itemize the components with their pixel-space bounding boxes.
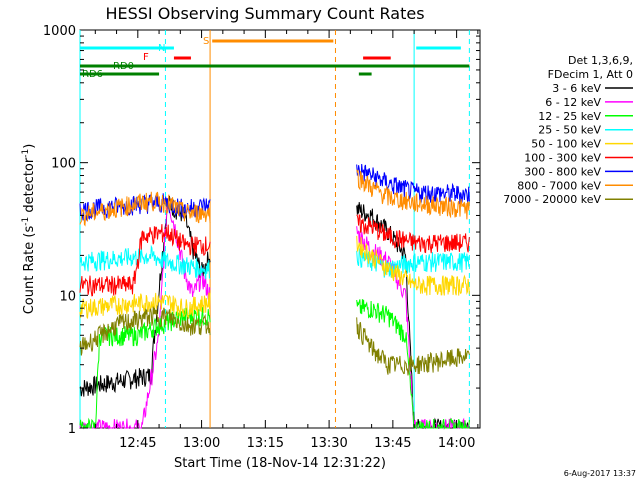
time-markers bbox=[79, 30, 470, 428]
legend-entry-label: 12 - 25 keV bbox=[538, 110, 601, 123]
legend-entry-label: 50 - 100 keV bbox=[531, 138, 601, 151]
y-axis-label-main: Count Rate (s bbox=[22, 226, 37, 315]
x-axis-label: Start Time (18-Nov-14 12:31:22) bbox=[174, 456, 386, 471]
y-axis: 1 10 100 1000 bbox=[43, 24, 480, 437]
x-tick-label: 14:00 bbox=[438, 436, 475, 451]
x-tick-label: 13:30 bbox=[310, 436, 347, 451]
y-tick-label: 100 bbox=[51, 157, 76, 172]
legend-entry-label: 800 - 7000 keV bbox=[517, 179, 601, 192]
series-line bbox=[356, 163, 470, 205]
y-tick-label: 10 bbox=[59, 289, 76, 304]
legend-entry-label: 100 - 300 keV bbox=[524, 152, 601, 165]
y-tick-label: 1000 bbox=[43, 24, 76, 39]
chart-title: HESSI Observing Summary Count Rates bbox=[105, 4, 424, 23]
y-axis-label-sup2: -1 bbox=[21, 149, 31, 158]
x-tick-label: 13:15 bbox=[247, 436, 284, 451]
y-tick-label: 1 bbox=[68, 422, 76, 437]
x-tick-label: 13:45 bbox=[374, 436, 411, 451]
x-tick-label: 13:00 bbox=[183, 436, 220, 451]
series-line bbox=[79, 199, 211, 430]
series-line bbox=[79, 306, 211, 356]
legend-entry-label: 300 - 800 keV bbox=[524, 165, 601, 178]
legend-header-line2: FDecim 1, Att 0 bbox=[548, 68, 633, 81]
series-line bbox=[356, 317, 470, 376]
x-tick-label: 12:45 bbox=[119, 436, 156, 451]
series-line bbox=[79, 292, 211, 320]
series-line bbox=[79, 244, 211, 280]
flag-label-f: F bbox=[143, 52, 149, 63]
legend-header-line1: Det 1,3,6,9, bbox=[568, 54, 633, 67]
legend-entry-label: 6 - 12 keV bbox=[545, 96, 601, 109]
y-axis-label: Count Rate (s-1 detector-1) bbox=[21, 144, 37, 315]
x-axis: 12:45 13:00 13:15 13:30 13:45 14:00 bbox=[94, 30, 479, 451]
series-line bbox=[356, 235, 470, 296]
series-line bbox=[79, 191, 211, 227]
series-line bbox=[356, 169, 470, 220]
series-line bbox=[79, 195, 211, 397]
y-axis-label-end: ) bbox=[22, 144, 37, 149]
flag-label-rd6: RD6 bbox=[82, 69, 103, 80]
legend: Det 1,3,6,9, FDecim 1, Att 0 3 - 6 keV6 … bbox=[503, 54, 633, 206]
series-lines bbox=[79, 163, 470, 430]
flag-label-s: S bbox=[203, 36, 209, 47]
series-line bbox=[356, 213, 470, 254]
y-axis-label-mid: detector bbox=[22, 157, 37, 217]
legend-entry-label: 3 - 6 keV bbox=[552, 82, 601, 95]
legend-entry-label: 7000 - 20000 keV bbox=[503, 193, 601, 206]
y-axis-label-sup1: -1 bbox=[21, 217, 31, 226]
flag-bars: NF S RD0 RD6 bbox=[80, 36, 470, 80]
flag-label-rd0: RD0 bbox=[113, 61, 134, 72]
footer-date: 6-Aug-2017 13:37 bbox=[564, 469, 636, 478]
series-line bbox=[356, 299, 470, 430]
legend-entry-label: 25 - 50 keV bbox=[538, 124, 601, 137]
flag-label-n: N bbox=[158, 43, 165, 54]
series-line bbox=[79, 224, 211, 297]
